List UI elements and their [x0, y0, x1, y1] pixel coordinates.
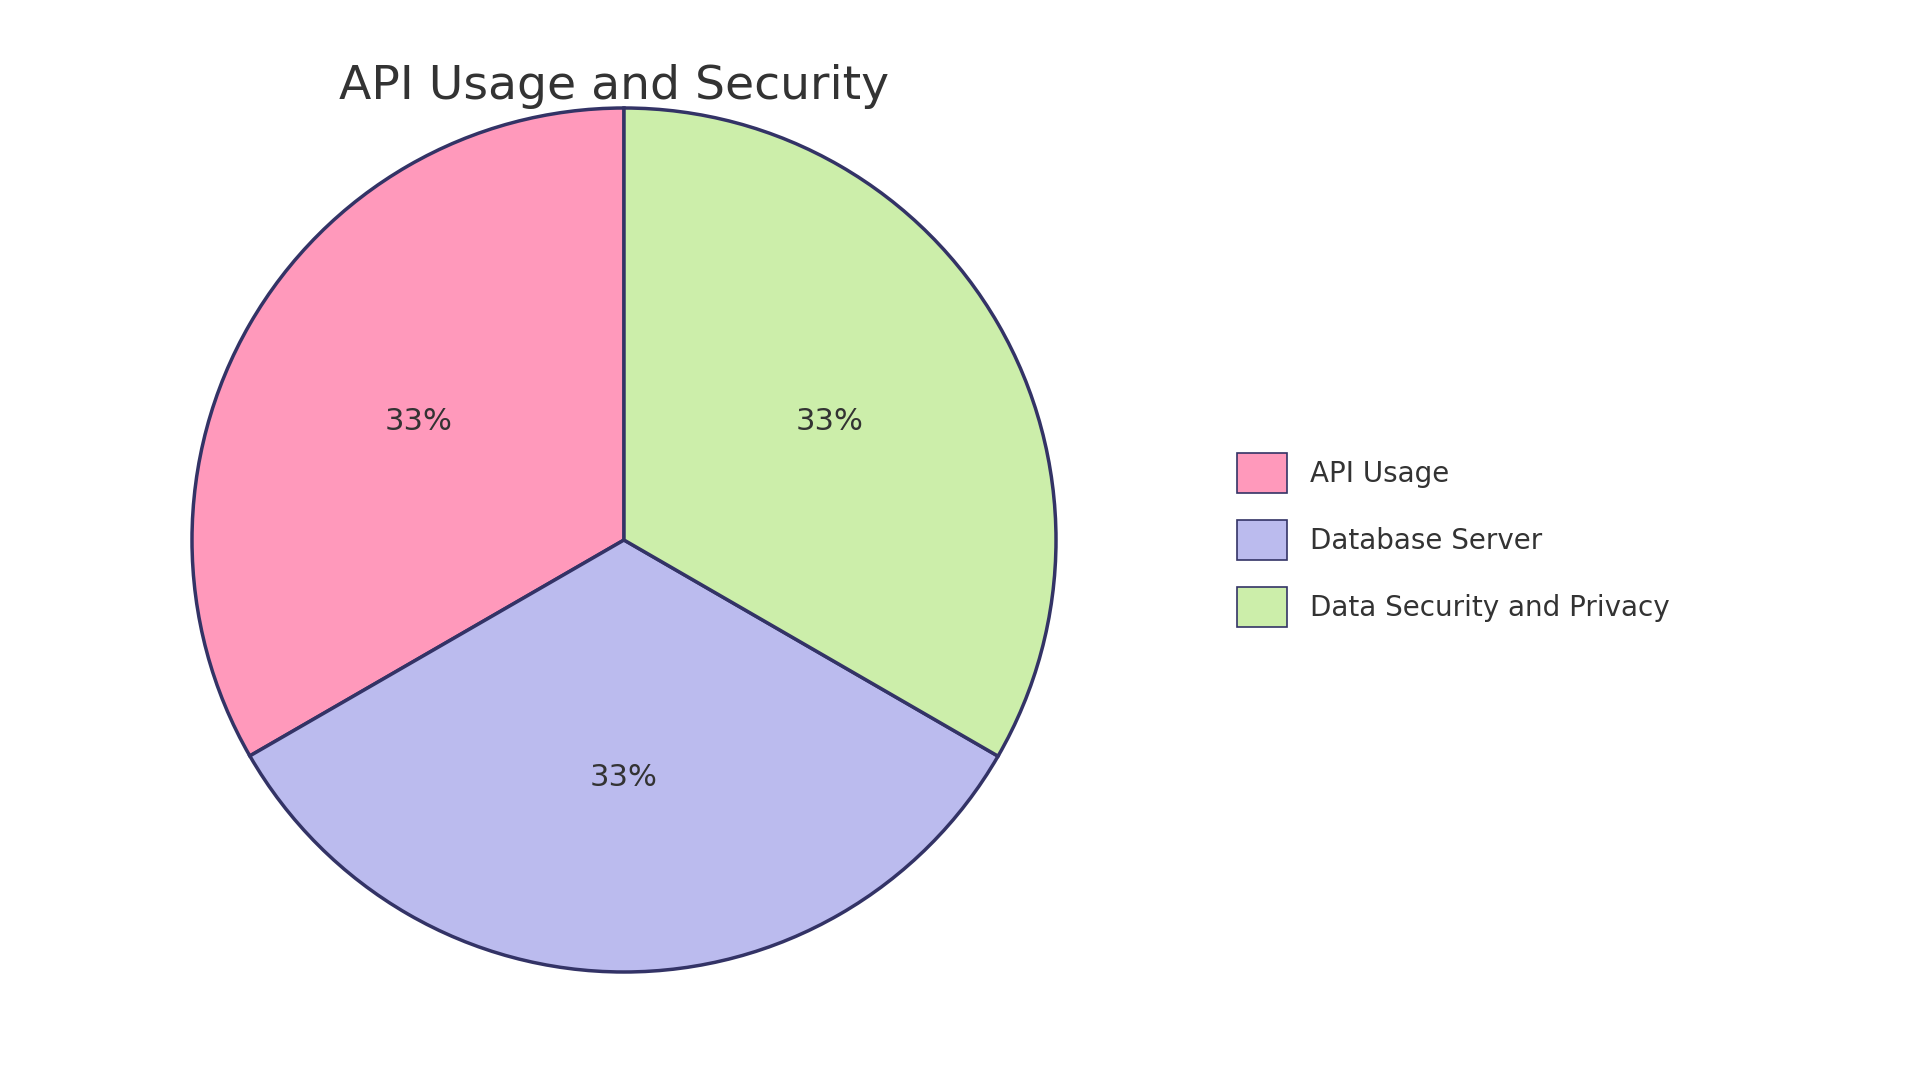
Text: 33%: 33% — [384, 407, 453, 435]
Text: API Usage and Security: API Usage and Security — [340, 64, 889, 109]
Legend: API Usage, Database Server, Data Security and Privacy: API Usage, Database Server, Data Securit… — [1223, 440, 1684, 640]
Wedge shape — [624, 108, 1056, 756]
Text: 33%: 33% — [589, 764, 659, 792]
Wedge shape — [192, 108, 624, 756]
Text: 33%: 33% — [797, 407, 864, 435]
Wedge shape — [250, 540, 998, 972]
